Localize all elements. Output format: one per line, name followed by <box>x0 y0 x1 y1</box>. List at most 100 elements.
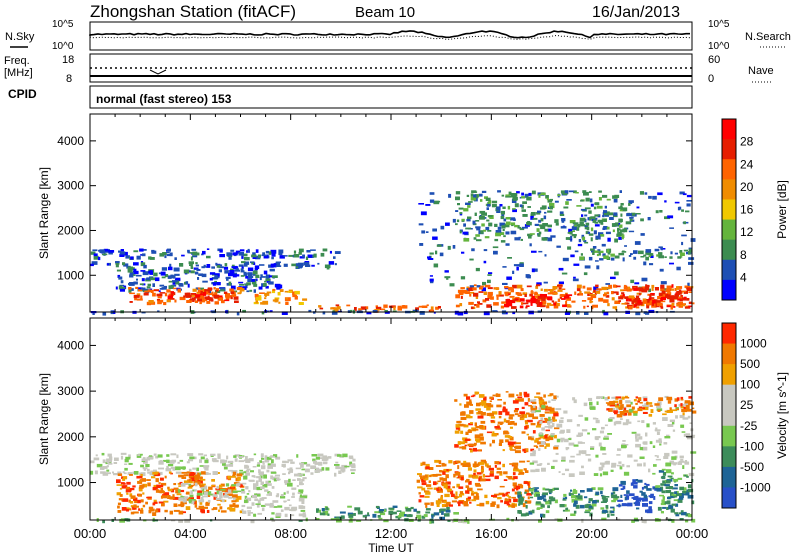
velocity-cell <box>140 499 144 503</box>
velocity-cell <box>469 403 473 406</box>
velocity-cell <box>457 465 460 470</box>
velocity-cell <box>676 397 680 401</box>
power-cell <box>576 205 582 207</box>
power-cell <box>590 248 595 251</box>
velocity-cell <box>192 489 195 492</box>
velocity-cell <box>585 454 591 456</box>
y-tick-label: 4000 <box>57 134 84 148</box>
velocity-cell <box>662 506 666 509</box>
velocity-cell <box>193 456 197 460</box>
velocity-cell <box>108 456 113 461</box>
velocity-cell <box>598 436 601 439</box>
power-cell <box>130 288 134 291</box>
velocity-cell <box>537 496 543 500</box>
velocity-cell <box>440 508 446 512</box>
velocity-cell <box>322 461 328 465</box>
velocity-cell <box>667 424 674 427</box>
velocity-cell <box>233 455 237 458</box>
power-cell <box>283 263 288 267</box>
y-tick-label: 3000 <box>57 384 84 398</box>
velocity-cell <box>215 498 222 501</box>
power-cell <box>251 254 257 258</box>
velocity-cell <box>236 490 242 493</box>
power-cell <box>230 249 235 252</box>
velocity-cell <box>627 421 632 424</box>
velocity-cell <box>481 403 484 407</box>
velocity-cell <box>221 499 225 503</box>
power-cell <box>92 249 98 252</box>
power-cell <box>500 215 505 220</box>
power-cell <box>520 238 523 241</box>
velocity-cell <box>266 494 270 496</box>
velocity-cell <box>497 399 502 401</box>
power-cell <box>358 308 362 312</box>
velocity-cell <box>190 490 193 495</box>
velocity-cell <box>232 490 238 494</box>
velocity-cell <box>593 473 599 476</box>
velocity-cell <box>173 487 179 490</box>
velocity-cell <box>469 422 474 424</box>
power-cell <box>487 287 493 290</box>
power-cell <box>473 194 477 198</box>
power-cell <box>483 229 487 232</box>
velocity-cell <box>247 510 251 512</box>
power-cell <box>490 296 494 300</box>
velocity-cell <box>532 450 536 454</box>
velocity-cell <box>134 471 139 475</box>
velocity-cell <box>532 460 538 464</box>
velocity-cell <box>457 441 461 445</box>
power-cell <box>618 206 623 210</box>
velocity-cell <box>492 439 495 444</box>
power-cell <box>228 272 234 277</box>
velocity-cell <box>479 461 485 465</box>
power-cell <box>512 209 517 213</box>
power-cell <box>199 287 204 290</box>
velocity-cell <box>584 496 588 499</box>
power-cell <box>457 311 464 316</box>
velocity-cell <box>301 479 305 482</box>
velocity-cell <box>506 494 510 497</box>
velocity-cell <box>436 504 440 507</box>
velocity-cell <box>446 469 451 472</box>
power-cell <box>573 263 580 266</box>
power-cell <box>555 302 560 307</box>
velocity-cell <box>122 476 127 480</box>
velocity-cell <box>129 493 133 497</box>
velocity-cell <box>676 493 682 497</box>
velocity-cell <box>555 408 562 411</box>
velocity-cell <box>475 408 481 411</box>
power-cell <box>630 253 633 255</box>
velocity-cell <box>671 456 677 460</box>
power-cell <box>664 256 667 258</box>
power-cell <box>540 225 546 230</box>
power-cell <box>604 205 607 209</box>
power-cell <box>195 294 201 297</box>
power-cell <box>284 290 288 293</box>
velocity-cell <box>489 400 492 403</box>
velocity-cell <box>627 454 633 458</box>
velocity-cell <box>581 442 585 444</box>
velocity-cell <box>161 495 168 499</box>
velocity-cell <box>473 472 476 476</box>
velocity-cell <box>120 452 127 455</box>
velocity-cell <box>301 462 308 465</box>
power-cell <box>183 295 186 298</box>
power-cell <box>621 292 625 295</box>
velocity-cell <box>446 488 452 492</box>
velocity-cell <box>188 468 192 471</box>
power-cell <box>508 191 512 196</box>
velocity-cell <box>537 441 543 445</box>
velocity-cell <box>545 501 550 505</box>
power-cell <box>298 302 304 305</box>
power-cell <box>688 247 693 250</box>
velocity-cell <box>423 514 428 518</box>
power-region <box>504 293 573 309</box>
velocity-cell <box>657 409 661 412</box>
velocity-cell <box>342 453 348 458</box>
power-cell <box>108 250 115 253</box>
velocity-cell <box>646 402 653 405</box>
power-cell <box>603 210 608 214</box>
velocity-cell <box>255 503 261 505</box>
velocity-cell <box>478 477 482 482</box>
power-cell <box>457 289 464 293</box>
